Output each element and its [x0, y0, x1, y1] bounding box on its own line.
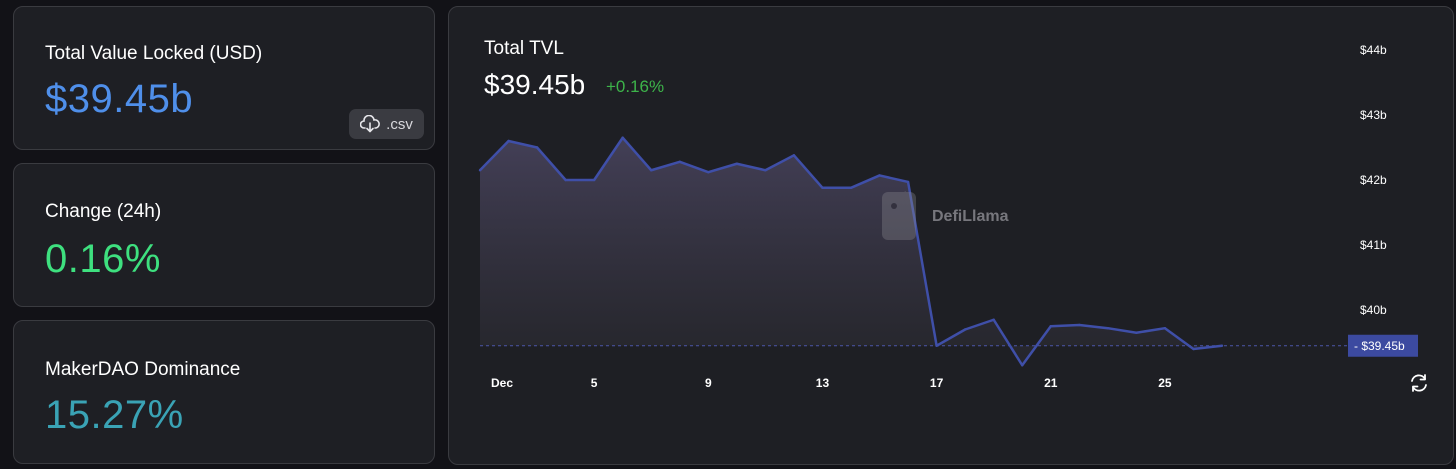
- data-point: [735, 162, 739, 165]
- download-csv-button[interactable]: .csv: [349, 109, 424, 139]
- x-tick-label: Dec: [491, 376, 513, 390]
- data-point: [906, 180, 910, 184]
- y-tick-label: $42b: [1360, 173, 1387, 187]
- chart-title: Total TVL: [484, 38, 564, 59]
- chart-change: +0.16%: [606, 77, 665, 96]
- data-point: [992, 318, 995, 321]
- data-point: [650, 169, 653, 172]
- data-point: [678, 160, 681, 163]
- change-card: Change (24h) 0.16%: [13, 163, 435, 307]
- data-point: [1049, 325, 1052, 328]
- data-point: [764, 169, 767, 172]
- dominance-value: 15.27%: [45, 393, 184, 437]
- x-tick-label: 9: [705, 376, 712, 390]
- refresh-button[interactable]: [1408, 372, 1430, 394]
- data-point: [592, 178, 596, 182]
- tvl-chart: $40b $41b $42b $43b $44b - $39.45b Dec 5 9 13 17 2…: [478, 43, 1418, 390]
- data-point: [1220, 344, 1224, 347]
- y-tick-label: $43b: [1360, 108, 1387, 122]
- y-tick-label: $40b: [1360, 303, 1387, 317]
- x-tick-label: 5: [591, 376, 598, 390]
- data-point: [963, 328, 967, 331]
- dominance-label: MakerDAO Dominance: [45, 359, 241, 380]
- change-label: Change (24h): [45, 201, 162, 222]
- data-point: [1078, 323, 1081, 327]
- defillama-watermark: DefiLlama: [882, 191, 1009, 240]
- data-point: [564, 178, 567, 182]
- data-point: [792, 154, 796, 157]
- data-point: [821, 186, 824, 189]
- tvl-card: Total Value Locked (USD) $39.45b .csv: [13, 6, 435, 150]
- csv-label: .csv: [386, 115, 413, 133]
- refresh-icon: [1411, 374, 1427, 392]
- x-tick-label: 21: [1044, 376, 1058, 390]
- chart-card: Total TVL $39.45b +0.16% $40b $41b $42b $43…: [448, 6, 1454, 465]
- data-point: [849, 186, 853, 189]
- data-point: [1106, 327, 1110, 330]
- x-tick-label: 25: [1158, 376, 1172, 390]
- data-point: [507, 139, 510, 143]
- current-value-badge: [1348, 334, 1418, 357]
- dominance-card: MakerDAO Dominance 15.27%: [13, 320, 435, 464]
- data-point: [1163, 327, 1167, 330]
- current-value-label: - $39.45b: [1354, 339, 1405, 353]
- tvl-area: [480, 137, 1222, 366]
- data-point: [478, 169, 482, 172]
- data-point: [935, 344, 938, 347]
- data-point: [621, 136, 624, 139]
- tvl-value: $39.45b: [45, 77, 194, 121]
- y-tick-label: $44b: [1360, 43, 1387, 57]
- data-point: [1192, 347, 1195, 351]
- x-tick-label: 17: [930, 376, 944, 390]
- data-point: [535, 146, 539, 149]
- x-tick-label: 13: [816, 376, 830, 390]
- tvl-label: Total Value Locked (USD): [45, 43, 263, 64]
- data-point: [707, 171, 710, 174]
- cloud-download-icon: [360, 115, 381, 133]
- watermark-text: DefiLlama: [932, 208, 1009, 225]
- data-point: [1135, 331, 1138, 334]
- y-tick-label: $41b: [1360, 238, 1387, 252]
- data-point: [1021, 364, 1024, 367]
- data-point: [878, 174, 881, 177]
- chart-value: $39.45b: [484, 69, 586, 100]
- change-value: 0.16%: [45, 237, 161, 281]
